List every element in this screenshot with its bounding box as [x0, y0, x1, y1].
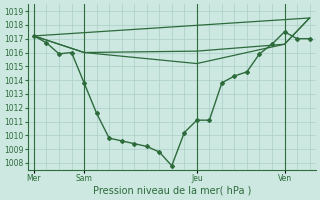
X-axis label: Pression niveau de la mer( hPa ): Pression niveau de la mer( hPa ) — [92, 186, 251, 196]
